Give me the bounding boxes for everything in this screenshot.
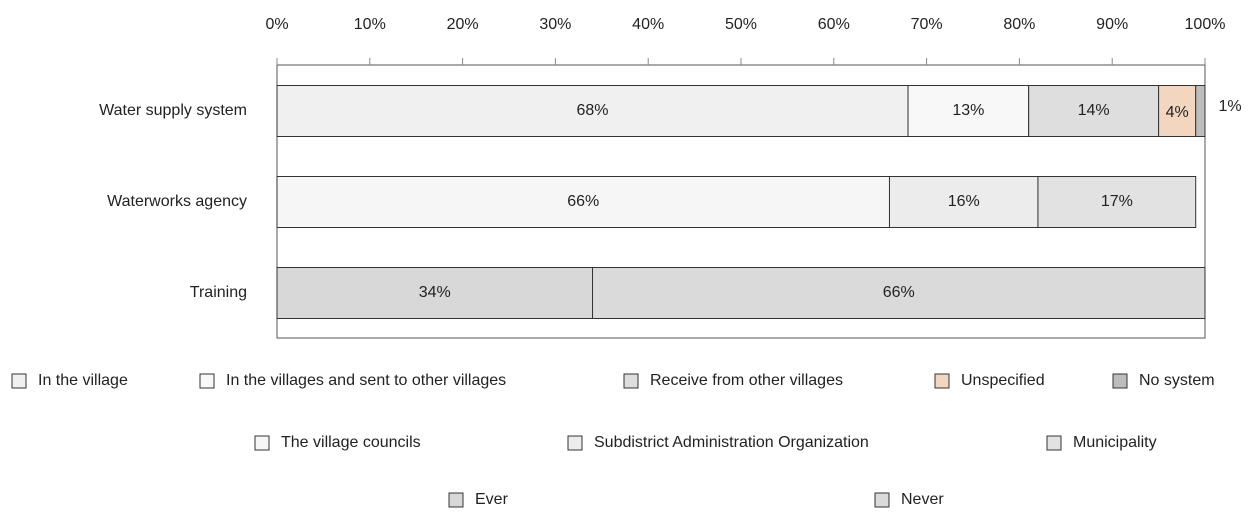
data-label: 17% [1101, 193, 1133, 210]
x-tick-label: 100% [1185, 16, 1226, 33]
legend-label: Ever [475, 491, 509, 508]
data-label: 66% [883, 284, 915, 301]
bar-segment [276, 176, 890, 228]
data-label: 4% [1166, 104, 1189, 121]
legend-label: Municipality [1073, 434, 1157, 451]
x-tick-label: 10% [354, 16, 386, 33]
bar-segment [1037, 176, 1197, 228]
legend-label: No system [1139, 372, 1215, 389]
legend-label: Subdistrict Administration Organization [594, 434, 869, 451]
bar-segment [1195, 85, 1206, 137]
x-tick-label: 70% [911, 16, 943, 33]
legend-label: Never [901, 491, 944, 508]
bar-segment [276, 267, 594, 319]
x-tick-label: 80% [1003, 16, 1035, 33]
x-tick-label: 90% [1096, 16, 1128, 33]
legend-swatch [934, 373, 950, 389]
legend-label: In the village [38, 372, 128, 389]
data-label: 1% [1218, 98, 1241, 115]
legend-label: The village councils [281, 434, 421, 451]
x-tick-label: 60% [818, 16, 850, 33]
legend-label: Receive from other villages [650, 372, 843, 389]
legend-label: Unspecified [961, 372, 1045, 389]
legend-swatch [448, 492, 464, 508]
y-tick-label: Waterworks agency [107, 193, 247, 210]
legend-swatch [199, 373, 215, 389]
x-tick-label: 40% [632, 16, 664, 33]
bar-segment [276, 85, 909, 137]
legend-swatch [567, 435, 583, 451]
legend-swatch [1112, 373, 1128, 389]
legend-swatch [11, 373, 27, 389]
data-label: 16% [948, 193, 980, 210]
bar-segment [592, 267, 1206, 319]
legend-swatch [1046, 435, 1062, 451]
data-label: 34% [419, 284, 451, 301]
x-tick-label: 20% [447, 16, 479, 33]
data-label: 66% [567, 193, 599, 210]
x-tick-label: 0% [265, 16, 288, 33]
bar-segment [888, 176, 1039, 228]
legend-swatch [874, 492, 890, 508]
x-tick-label: 50% [725, 16, 757, 33]
legend-swatch [623, 373, 639, 389]
y-tick-label: Training [190, 284, 247, 301]
data-label: 68% [577, 102, 609, 119]
y-tick-label: Water supply system [99, 102, 247, 119]
data-label: 13% [952, 102, 984, 119]
data-label: 14% [1078, 102, 1110, 119]
legend-label: In the villages and sent to other villag… [226, 372, 506, 389]
x-tick-label: 30% [539, 16, 571, 33]
legend-swatch [254, 435, 270, 451]
